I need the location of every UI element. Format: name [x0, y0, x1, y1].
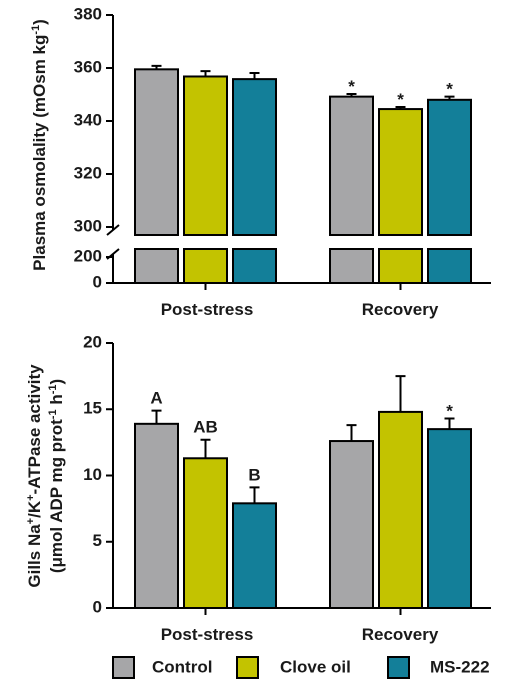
osmolality-bar-lower-control-recovery — [329, 248, 374, 284]
atpase-category-label-recovery: Recovery — [362, 625, 439, 644]
osmolality-bar-ms-222-post-stress — [232, 78, 277, 236]
atpase-bar-clove-oil-recovery — [378, 410, 423, 609]
osmolality-significance-ms-222-recovery: * — [446, 80, 453, 99]
osmolality-bar-control-post-stress — [134, 68, 179, 236]
osmolality-error-bar-ms-222-post-stress — [249, 72, 260, 80]
osmolality-bar-clove-oil-recovery — [378, 108, 423, 236]
atpase-bar-ms-222-recovery — [427, 428, 472, 609]
osmolality-y-tick-label: 340 — [74, 110, 102, 129]
atpase-error-bar-clove-oil-post-stress — [200, 438, 211, 459]
atpase-significance-ms-222-post-stress: B — [248, 465, 260, 484]
osmolality-bar-lower-clove-oil-post-stress — [183, 248, 228, 284]
osmolality-y-tick-label: 0 — [93, 272, 102, 291]
osmolality-bar-lower-ms-222-post-stress — [232, 248, 277, 284]
atpase-error-bar-control-post-stress — [151, 409, 162, 424]
atpase-chart: A AB B * 0 5 10 15 20 Gills Na+/K+-ATPase activ… — [25, 332, 491, 644]
atpase-y-axis-label-line2: (μmol ADP mg prot-1 h-1) — [47, 379, 66, 573]
legend-label-clove-oil: Clove oil — [280, 657, 351, 676]
osmolality-bar-lower-control-post-stress — [134, 248, 179, 284]
osmolality-bar-control-recovery — [329, 95, 374, 237]
legend-label-control: Control — [152, 657, 212, 676]
atpase-error-bar-control-recovery — [346, 424, 357, 442]
osmolality-bar-clove-oil-post-stress — [183, 75, 228, 237]
legend-swatch-clove-oil — [236, 656, 259, 679]
osmolality-error-bar-clove-oil-recovery — [395, 105, 406, 110]
osmolality-y-tick-label: 200 — [74, 246, 102, 265]
osmolality-axis-break-mark-upper — [106, 224, 120, 236]
atpase-y-tick-label: 10 — [83, 465, 102, 484]
osmolality-bar-ms-222-recovery — [427, 98, 472, 236]
atpase-y-tick-label: 20 — [83, 332, 102, 351]
osmolality-y-tick-label: 380 — [74, 4, 102, 23]
osmolality-significance-control-recovery: * — [348, 77, 355, 96]
atpase-error-bar-clove-oil-recovery — [395, 375, 406, 412]
atpase-significance-clove-oil-post-stress: AB — [193, 418, 218, 437]
osmolality-error-bar-control-post-stress — [151, 64, 162, 70]
legend-swatch-ms-222 — [387, 656, 410, 679]
osmolality-bar-lower-ms-222-recovery — [427, 248, 472, 284]
osmolality-error-bar-ms-222-recovery — [444, 95, 455, 100]
osmolality-bar-lower-clove-oil-recovery — [378, 248, 423, 284]
osmolality-error-bar-clove-oil-post-stress — [200, 70, 211, 77]
osmolality-error-bar-control-recovery — [346, 92, 357, 97]
osmolality-category-label-recovery: Recovery — [362, 300, 439, 319]
atpase-bar-control-post-stress — [134, 422, 179, 610]
atpase-category-label-post-stress: Post-stress — [161, 625, 254, 644]
atpase-significance-ms-222-recovery: * — [446, 402, 453, 421]
atpase-y-tick-label: 0 — [93, 597, 102, 616]
atpase-bar-clove-oil-post-stress — [183, 457, 228, 609]
osmolality-chart: * * * 0 200 300 320 340 360 380 Plasma osmolalit… — [30, 4, 491, 319]
osmolality-y-tick-label: 360 — [74, 57, 102, 76]
atpase-y-tick-label: 5 — [93, 531, 102, 550]
osmolality-y-tick-label: 320 — [74, 163, 102, 182]
atpase-error-bar-ms-222-post-stress — [249, 486, 260, 504]
atpase-bar-ms-222-post-stress — [232, 502, 277, 610]
osmolality-y-tick-label: 300 — [74, 216, 102, 235]
osmolality-category-label-post-stress: Post-stress — [161, 300, 254, 319]
atpase-error-bar-ms-222-recovery — [444, 417, 455, 430]
atpase-y-axis-label-line1: Gills Na+/K+-ATPase activity — [25, 364, 44, 588]
atpase-bar-control-recovery — [329, 440, 374, 609]
legend-label-ms-222: MS-222 — [430, 657, 490, 676]
legend-swatch-control — [112, 656, 135, 679]
legend: Control Clove oil MS-222 — [112, 656, 490, 679]
atpase-y-tick-label: 15 — [83, 399, 102, 418]
osmolality-y-axis-label: Plasma osmolality (mOsm kg-1) — [30, 19, 49, 271]
osmolality-significance-clove-oil-recovery: * — [397, 90, 404, 109]
atpase-significance-control-post-stress: A — [150, 389, 162, 408]
